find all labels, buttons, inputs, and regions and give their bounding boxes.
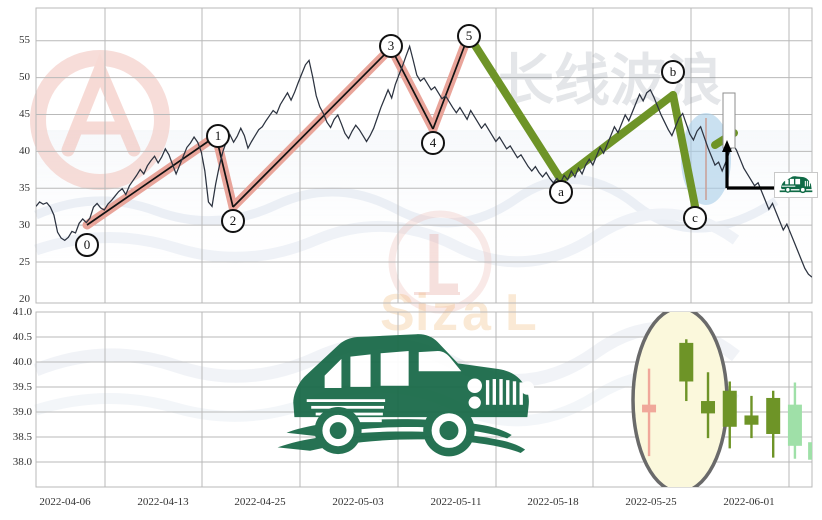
price-line-series (36, 44, 812, 278)
wave-label-a[interactable]: a (549, 180, 573, 204)
x-tick-0: 2022-04-06 (39, 496, 91, 508)
candle-body (744, 415, 759, 425)
y-tick-bot-0: 41.0 (12, 306, 32, 318)
x-tick-7: 2022-06-01 (723, 496, 775, 508)
seal-watermark-left (30, 50, 170, 190)
y-tick-top-0: 55 (19, 34, 30, 46)
x-tick-5: 2022-05-18 (527, 496, 579, 508)
wave-label-b[interactable]: b (661, 60, 685, 84)
y-tick-top-2: 45 (19, 108, 30, 120)
svg-text:a: a (462, 284, 492, 342)
y-tick-top-6: 25 (19, 256, 30, 268)
candle-body (787, 404, 802, 446)
wave-label-3[interactable]: 3 (379, 34, 403, 58)
impulse-wave-trendline (86, 33, 470, 226)
x-tick-4: 2022-05-11 (430, 496, 482, 508)
wave-label-2[interactable]: 2 (221, 209, 245, 233)
svg-text:z: z (432, 284, 458, 342)
jeep-logo-watermark (277, 334, 535, 457)
x-tick-3: 2022-05-03 (332, 496, 384, 508)
x-tick-6: 2022-05-25 (625, 496, 677, 508)
wave-label-1[interactable]: 1 (206, 124, 230, 148)
x-tick-1: 2022-04-13 (137, 496, 189, 508)
vehicle-badge-callout[interactable] (774, 172, 818, 198)
y-tick-bot-5: 38.5 (12, 431, 32, 443)
candle-body (722, 390, 737, 427)
x-tick-2: 2022-04-25 (234, 496, 286, 508)
green-vehicle-badge-icon (779, 176, 813, 194)
correction-wave-band (465, 32, 738, 210)
candle-body (679, 342, 694, 382)
seal-watermark-text: S i z a L (380, 284, 537, 342)
candlestick-series (642, 339, 812, 460)
y-tick-bot-4: 39.0 (12, 406, 32, 418)
wave-label-c[interactable]: c (683, 206, 707, 230)
wave-label-0[interactable]: 0 (75, 233, 99, 257)
candle-body (808, 442, 812, 460)
candle-body (642, 404, 657, 413)
callout-arrow (722, 140, 775, 190)
y-tick-top-7: 20 (19, 293, 30, 305)
y-tick-bot-2: 40.0 (12, 356, 32, 368)
y-tick-top-1: 50 (19, 71, 30, 83)
y-tick-top-3: 40 (19, 145, 30, 157)
wave-label-5[interactable]: 5 (457, 24, 481, 48)
highlight-ellipse-bottom (631, 312, 729, 487)
y-tick-bot-3: 39.5 (12, 381, 32, 393)
candle-body (701, 401, 716, 414)
candle-body (766, 397, 781, 434)
svg-text:L: L (505, 284, 537, 342)
center-text-watermark: 长线波浪 (498, 49, 722, 112)
wave-label-4[interactable]: 4 (421, 131, 445, 155)
svg-text:S: S (380, 284, 415, 342)
callout-white-bar (722, 92, 736, 149)
y-tick-bot-1: 40.5 (12, 331, 32, 343)
svg-text:长线波浪: 长线波浪 (498, 49, 722, 112)
y-tick-top-4: 35 (19, 182, 30, 194)
y-tick-top-5: 30 (19, 219, 30, 231)
svg-text:i: i (415, 284, 429, 342)
y-tick-bot-6: 38.0 (12, 456, 32, 468)
